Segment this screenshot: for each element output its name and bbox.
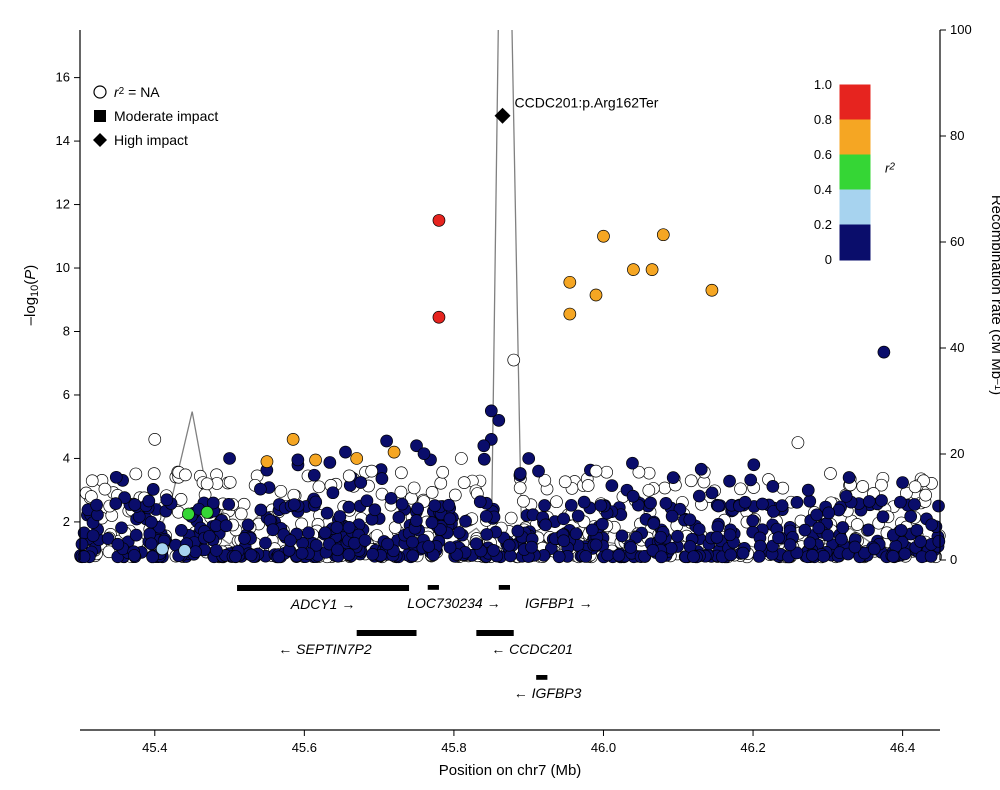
locus-plot-container: CCDC201:p.Arg162Ter 2 4 6 8 10 12 14 16 0 20 40 60 80… xyxy=(0,0,1000,790)
svg-text:0: 0 xyxy=(825,252,832,267)
x-tick: 45.6 xyxy=(292,740,317,755)
locus-plot-svg: CCDC201:p.Arg162Ter 2 4 6 8 10 12 14 16 0 20 40 60 80… xyxy=(0,0,1000,790)
x-tick: 46.4 xyxy=(890,740,915,755)
svg-text:High impact: High impact xyxy=(114,132,188,148)
y-left-label: –log10(P) xyxy=(22,265,41,326)
svg-text:0.6: 0.6 xyxy=(814,147,832,162)
yl-tick: 12 xyxy=(56,197,70,212)
gene-label: IGFBP1 → xyxy=(525,595,593,611)
shape-legend: r2 = NA Moderate impact High impact xyxy=(93,84,218,148)
yr-tick: 40 xyxy=(950,340,964,355)
svg-text:0.8: 0.8 xyxy=(814,112,832,127)
svg-text:–log10(P): –log10(P) xyxy=(22,265,41,326)
svg-text:0.4: 0.4 xyxy=(814,182,832,197)
x-tick: 46.2 xyxy=(740,740,765,755)
yl-tick: 16 xyxy=(56,70,70,85)
yr-tick: 100 xyxy=(950,22,972,37)
gene-bar xyxy=(428,585,439,590)
gene-bar xyxy=(536,675,547,680)
yl-tick: 2 xyxy=(63,514,70,529)
yr-tick: 20 xyxy=(950,446,964,461)
gene-label: LOC730234 → xyxy=(407,595,500,611)
yl-tick: 6 xyxy=(63,387,70,402)
yl-tick: 10 xyxy=(56,260,70,275)
yr-tick: 80 xyxy=(950,128,964,143)
x-tick: 46.0 xyxy=(591,740,616,755)
yr-tick: 0 xyxy=(950,552,957,567)
svg-text:r2 = NA: r2 = NA xyxy=(114,84,160,100)
red-points xyxy=(433,214,445,323)
gene-bar xyxy=(357,630,417,636)
gene-label: ← IGFBP3 xyxy=(514,685,582,701)
x-tick: 45.8 xyxy=(441,740,466,755)
yl-tick: 4 xyxy=(63,450,70,465)
yl-tick: 8 xyxy=(63,323,70,338)
x-axis-label: Position on chr7 (Mb) xyxy=(439,762,582,779)
gene-label: ← SEPTIN7P2 xyxy=(278,641,372,657)
svg-text:1.0: 1.0 xyxy=(814,77,832,92)
darkblue-points xyxy=(224,346,890,464)
svg-text:r2: r2 xyxy=(885,161,895,176)
yl-tick: 14 xyxy=(56,133,70,148)
orange-points xyxy=(261,229,718,468)
yr-tick: 60 xyxy=(950,234,964,249)
r2-legend: 1.0 0.8 0.6 0.4 0.2 0 r2 xyxy=(814,77,895,267)
gene-bar xyxy=(476,630,513,636)
svg-text:Moderate impact: Moderate impact xyxy=(114,108,218,124)
svg-text:0.2: 0.2 xyxy=(814,217,832,232)
recombination-line xyxy=(80,0,940,549)
gene-bar xyxy=(499,585,510,590)
y-right-label: Recombination rate (cM Mb–1) xyxy=(988,195,1000,395)
lead-variant-label: CCDC201:p.Arg162Ter xyxy=(515,95,659,111)
x-tick: 45.4 xyxy=(142,740,167,755)
gene-bar xyxy=(237,585,409,591)
gene-label: ADCY1 → xyxy=(290,596,356,612)
gene-label: ← CCDC201 xyxy=(491,641,573,657)
